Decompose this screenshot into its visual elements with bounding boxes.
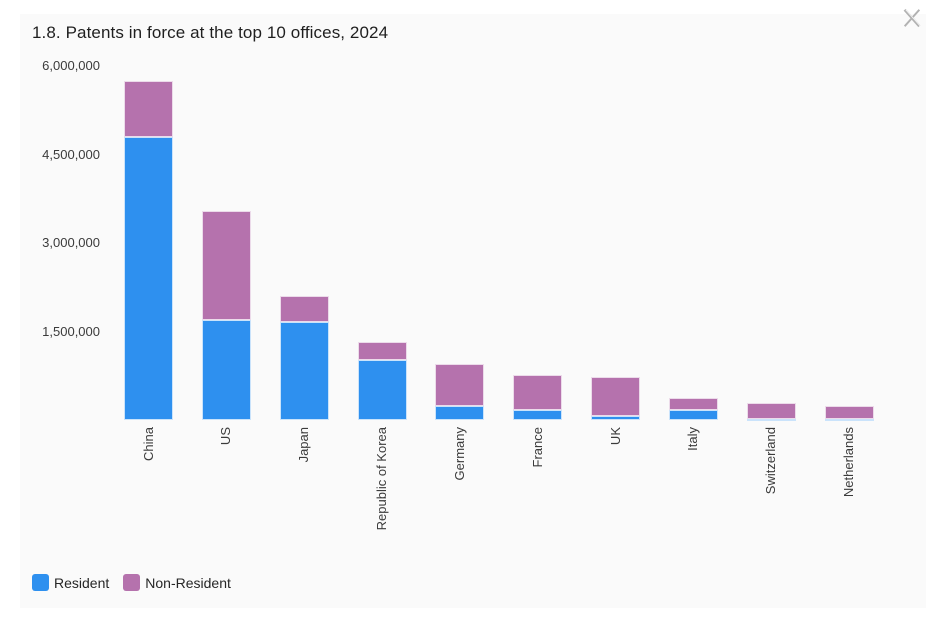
close-icon[interactable] [900, 7, 924, 31]
x-axis-label: Japan [296, 427, 312, 463]
bar-segment-non-resident[interactable] [201, 210, 251, 320]
bar-segment-non-resident[interactable] [435, 363, 485, 407]
bar-segment-non-resident[interactable] [279, 296, 329, 323]
y-tick-label: 4,500,000 [42, 146, 100, 162]
bar-segment-non-resident[interactable] [746, 403, 796, 419]
bar-segment-resident[interactable] [513, 409, 563, 420]
bar-segment-resident[interactable] [279, 322, 329, 420]
y-tick-label: 3,000,000 [42, 235, 100, 250]
bar-segment-non-resident[interactable] [513, 375, 563, 410]
resident-swatch-icon [32, 574, 49, 591]
x-axis-label: US [218, 427, 234, 446]
bar-segment-resident[interactable] [201, 319, 251, 420]
bar-segment-non-resident[interactable] [124, 80, 173, 137]
x-axis-label: UK [607, 427, 623, 446]
x-axis-label: China [140, 427, 156, 461]
chart-panel: 1.8. Patents in force at the top 10 offi… [20, 14, 926, 608]
x-axis-label: Switzerland [763, 427, 779, 495]
legend-label: Non-Resident [145, 574, 231, 591]
legend-item-resident[interactable]: Resident [32, 574, 109, 591]
non-resident-swatch-icon [123, 574, 141, 591]
bar-segment-resident[interactable] [824, 418, 874, 421]
bar-segment-resident[interactable] [124, 136, 173, 420]
plot-area: 1,500,000 3,000,000 4,500,000 6,000,000 Chin… [20, 14, 926, 608]
x-axis-label: Germany [451, 427, 467, 481]
bar-segment-resident[interactable] [668, 409, 718, 420]
x-axis-label: France [529, 427, 545, 468]
legend: Resident Non-Resident [32, 574, 231, 591]
bar-segment-resident[interactable] [591, 416, 641, 420]
y-tick-label: 6,000,000 [42, 58, 100, 73]
x-axis-label: Italy [685, 427, 701, 451]
x-axis-label: Netherlands [841, 427, 857, 498]
bar-segment-resident[interactable] [746, 418, 796, 421]
y-tick-label: 1,500,000 [42, 323, 100, 339]
x-axis-label: Republic of Korea [374, 427, 390, 531]
bar-segment-non-resident[interactable] [357, 342, 407, 361]
bar-segment-non-resident[interactable] [668, 398, 718, 410]
chart-title: 1.8. Patents in force at the top 10 offi… [32, 23, 389, 42]
legend-item-non-resident[interactable]: Non-Resident [123, 574, 231, 591]
legend-label: Resident [54, 574, 110, 591]
bar-segment-non-resident[interactable] [824, 405, 874, 419]
bar-segment-non-resident[interactable] [591, 376, 641, 417]
bar-segment-resident[interactable] [435, 406, 485, 420]
bar-segment-resident[interactable] [357, 360, 407, 420]
